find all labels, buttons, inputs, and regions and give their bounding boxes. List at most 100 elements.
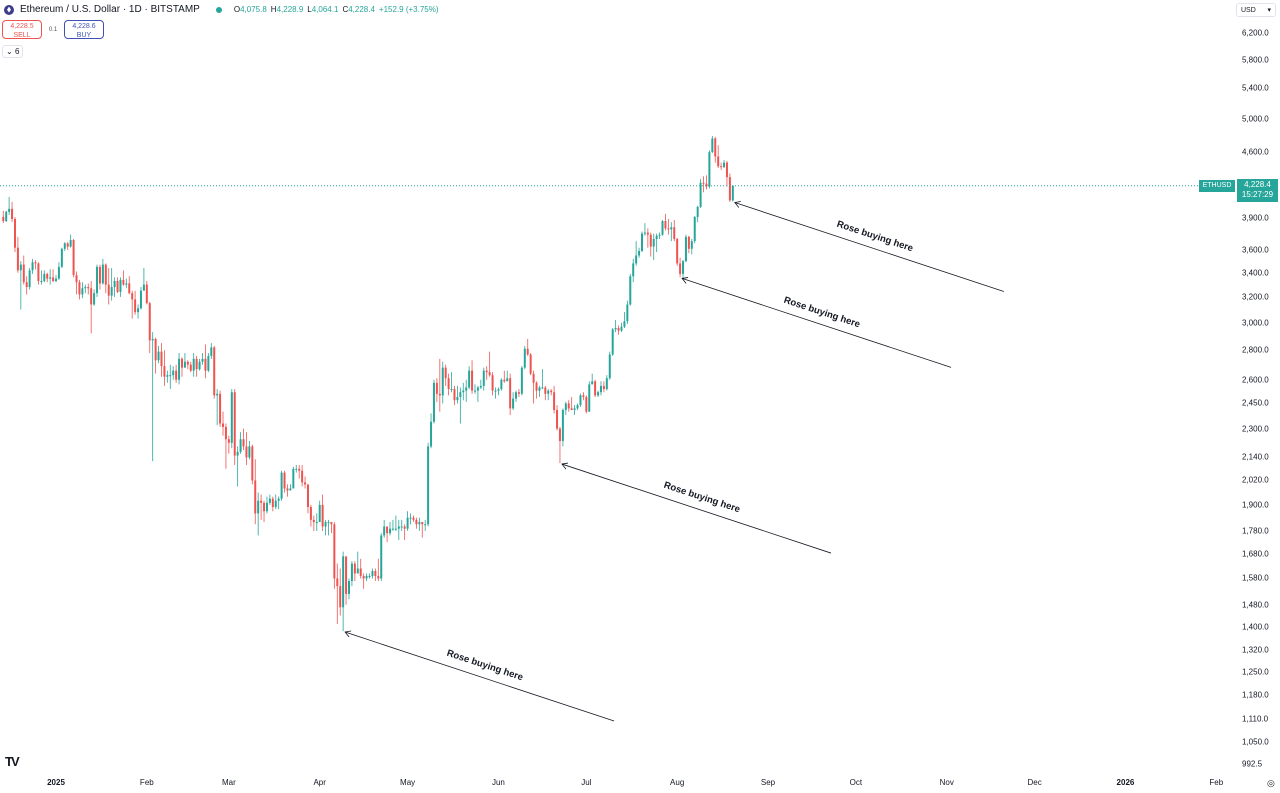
candle (547, 389, 550, 401)
candle-body (37, 263, 40, 282)
candle (110, 268, 113, 301)
candle-body (75, 275, 78, 283)
candle-body (377, 575, 380, 579)
candle (447, 373, 450, 396)
candle (523, 345, 526, 370)
candle-body (503, 379, 506, 382)
buy-button[interactable]: 4,228.6 BUY (64, 20, 104, 39)
currency-dropdown[interactable]: USD ▾ (1236, 3, 1276, 17)
candle-body (708, 152, 711, 187)
candle (421, 522, 424, 538)
annotation-arrow-line[interactable] (734, 202, 1004, 292)
price-tick-label: 1,680.0 (1242, 549, 1269, 559)
price-tick-label: 1,180.0 (1242, 690, 1269, 700)
candle-body (224, 426, 227, 440)
candle (172, 366, 175, 380)
candle-body (8, 208, 11, 212)
candle (599, 381, 602, 396)
candle (359, 558, 362, 579)
candle (506, 370, 509, 382)
candle-body (723, 162, 726, 168)
candle (315, 513, 318, 531)
price-tick-label: 992.5 (1242, 759, 1263, 769)
candle-body (638, 251, 641, 256)
candle-body (239, 439, 242, 452)
candle-body (139, 290, 142, 309)
candle (509, 373, 512, 416)
candle-body (547, 390, 550, 394)
candle (573, 405, 576, 416)
candle-body (728, 177, 731, 201)
price-tick-label: 2,450.0 (1242, 398, 1269, 408)
candle (5, 210, 8, 223)
candle (289, 484, 292, 491)
candle-body (166, 375, 169, 377)
candle-body (128, 283, 131, 294)
annotation-arrow-line[interactable] (345, 631, 615, 722)
candle-body (90, 288, 93, 305)
candle-body (172, 370, 175, 376)
candle-body (207, 355, 210, 371)
ohlc-values: O4,075.8 H4,228.9 L4,064.1 C4,228.4 +152… (234, 5, 439, 14)
candle-body (98, 266, 101, 284)
candle-body (465, 387, 468, 391)
candle-body (517, 392, 520, 394)
candle-body (248, 446, 251, 458)
candle-body (444, 367, 447, 379)
candle-body (353, 563, 356, 574)
candle (336, 563, 339, 624)
indicators-toggle[interactable]: ⌄ 6 (2, 45, 24, 58)
candle (597, 390, 600, 397)
candle (242, 428, 245, 451)
candle (368, 573, 371, 579)
time-tick-label: Oct (849, 778, 863, 787)
change-value: +152.9 (+3.75%) (378, 5, 439, 14)
candle-body (679, 263, 682, 274)
candle (304, 476, 307, 489)
candle (720, 162, 723, 170)
candle (189, 361, 192, 373)
candle (37, 262, 40, 285)
candle-body (380, 535, 383, 579)
candle (453, 385, 456, 406)
candle-body (113, 281, 116, 288)
candle (268, 494, 271, 505)
candle (456, 385, 459, 404)
symbol-title[interactable]: Ethereum / U.S. Dollar · 1D · BITSTAMP (20, 4, 200, 15)
annotation-arrow-line[interactable] (681, 278, 952, 368)
candle-body (339, 586, 342, 608)
candle-body (579, 395, 582, 406)
annotation-arrow-line[interactable] (561, 463, 832, 554)
time-tick-label: 2026 (1116, 778, 1135, 787)
time-tick-label: Jun (491, 778, 505, 787)
candle-body (11, 208, 14, 219)
spread-value: 0.1 (48, 26, 58, 33)
candle (298, 464, 301, 479)
candle (125, 278, 128, 289)
candle-body (84, 287, 87, 289)
candle-body (175, 370, 178, 380)
candle-body (520, 367, 523, 394)
candle-body (453, 389, 456, 401)
candle-body (588, 384, 591, 412)
candle-body (673, 227, 676, 239)
candle-body (233, 392, 236, 456)
auto-scale-settings-icon[interactable]: ◎ (1267, 778, 1275, 788)
candle (611, 328, 614, 356)
candle (283, 470, 286, 493)
candle-body (424, 524, 427, 526)
candle-body (2, 216, 5, 222)
sell-button[interactable]: 4,228.5 SELL (2, 20, 42, 39)
candle (119, 277, 122, 297)
candle (550, 389, 553, 396)
candle (292, 466, 295, 489)
candle-body (605, 378, 608, 390)
candle-body (629, 276, 632, 305)
tradingview-logo[interactable]: TV (5, 754, 20, 769)
candle-body (690, 241, 693, 249)
price-tick-label: 2,300.0 (1242, 424, 1269, 434)
candle-body (687, 236, 690, 249)
candle (520, 366, 523, 396)
candle-body (649, 234, 652, 247)
